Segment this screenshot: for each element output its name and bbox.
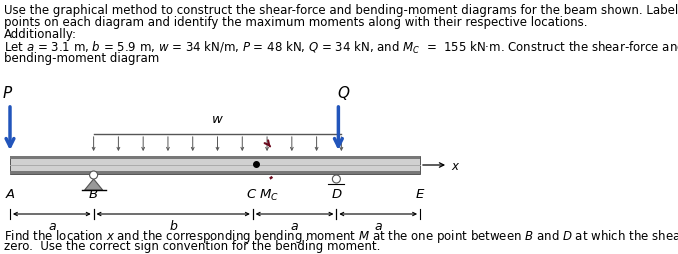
Text: P: P — [3, 86, 12, 101]
Text: Find the location $x$ and the corresponding bending moment $M$ at the one point : Find the location $x$ and the correspond… — [4, 228, 678, 245]
Text: x: x — [451, 160, 458, 172]
Text: Additionally:: Additionally: — [4, 28, 77, 41]
Text: Let $a$ = 3.1 m, $b$ = 5.9 m, $w$ = 34 kN/m, $P$ = 48 kN, $Q$ = 34 kN, and $M_C$: Let $a$ = 3.1 m, $b$ = 5.9 m, $w$ = 34 k… — [4, 40, 678, 56]
Text: a: a — [48, 220, 56, 233]
Text: D: D — [332, 188, 342, 201]
Text: A: A — [5, 188, 14, 201]
Text: E: E — [416, 188, 424, 201]
Text: w: w — [212, 113, 223, 126]
Circle shape — [89, 171, 98, 179]
Bar — [10, 156, 420, 174]
Text: bending-moment diagram: bending-moment diagram — [4, 52, 159, 65]
Text: Q: Q — [338, 86, 349, 101]
Text: $M_C$: $M_C$ — [259, 188, 279, 203]
Text: Use the graphical method to construct the shear-force and bending-moment diagram: Use the graphical method to construct th… — [4, 4, 678, 17]
Text: a: a — [291, 220, 298, 233]
Circle shape — [332, 175, 340, 183]
Text: points on each diagram and identify the maximum moments along with their respect: points on each diagram and identify the … — [4, 16, 588, 29]
Bar — [10, 156, 420, 159]
Text: zero.  Use the correct sign convention for the bending moment.: zero. Use the correct sign convention fo… — [4, 240, 380, 253]
Text: b: b — [170, 220, 177, 233]
Polygon shape — [85, 179, 102, 190]
Text: B: B — [89, 188, 98, 201]
Text: a: a — [374, 220, 382, 233]
Text: C: C — [246, 188, 256, 201]
Bar — [10, 171, 420, 174]
